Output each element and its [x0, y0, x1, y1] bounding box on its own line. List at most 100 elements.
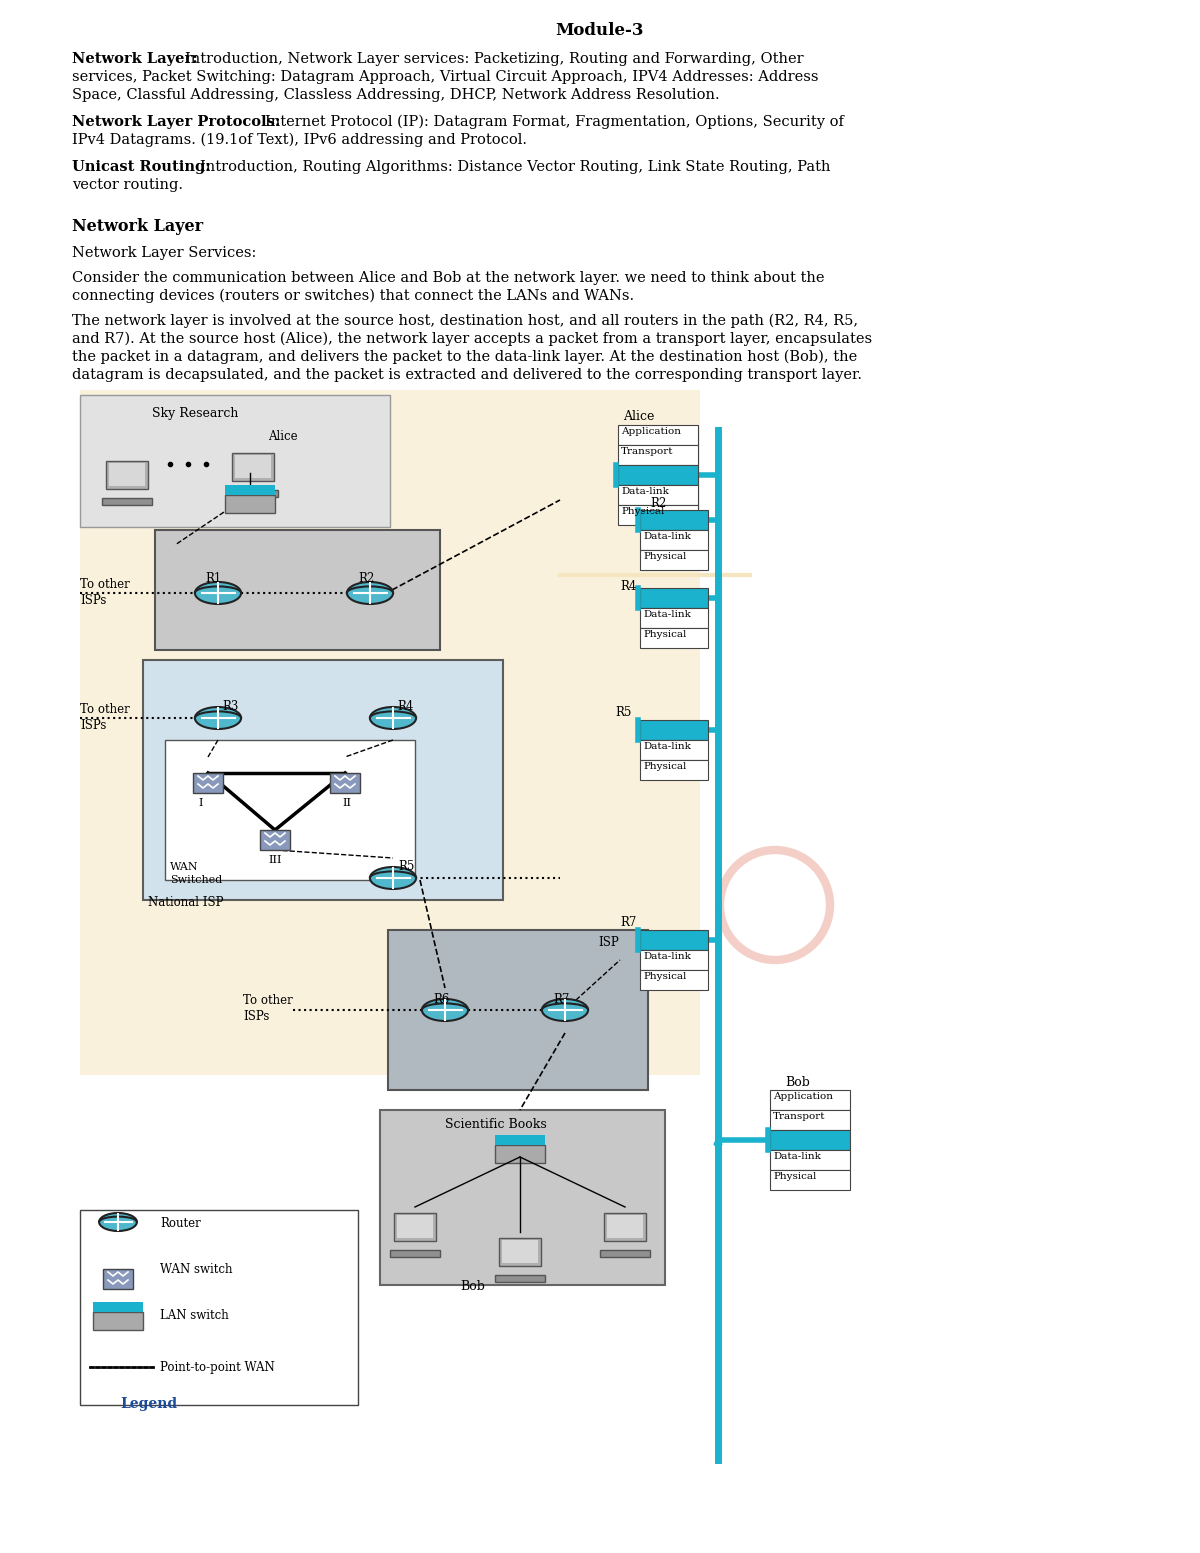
Text: Space, Classful Addressing, Classless Addressing, DHCP, Network Address Resoluti: Space, Classful Addressing, Classless Ad…: [72, 89, 720, 102]
Text: R5: R5: [398, 860, 414, 873]
FancyBboxPatch shape: [499, 1238, 541, 1266]
Text: IPv4 Datagrams. (19.1of Text), IPv6 addressing and Protocol.: IPv4 Datagrams. (19.1of Text), IPv6 addr…: [72, 134, 527, 148]
FancyBboxPatch shape: [607, 1214, 643, 1238]
FancyBboxPatch shape: [640, 530, 708, 550]
Text: II: II: [342, 798, 352, 808]
Text: Introduction, Network Layer services: Packetizing, Routing and Forwarding, Other: Introduction, Network Layer services: Pa…: [185, 51, 804, 65]
Text: Transport: Transport: [773, 1112, 826, 1121]
Text: and R7). At the source host (Alice), the network layer accepts a packet from a t: and R7). At the source host (Alice), the…: [72, 332, 872, 346]
Text: Consider the communication between Alice and Bob at the network layer. we need t: Consider the communication between Alice…: [72, 272, 824, 286]
Text: Application: Application: [773, 1092, 833, 1101]
FancyBboxPatch shape: [143, 660, 503, 901]
Text: Data-link: Data-link: [773, 1152, 821, 1162]
Text: Unicast Routing:: Unicast Routing:: [72, 160, 211, 174]
FancyBboxPatch shape: [770, 1110, 850, 1131]
Text: To other: To other: [80, 578, 130, 592]
Text: ISP: ISP: [598, 936, 619, 949]
Text: Data-link: Data-link: [643, 952, 691, 961]
Text: R6: R6: [433, 992, 449, 1006]
Text: Internet Protocol (IP): Datagram Format, Fragmentation, Options, Security of: Internet Protocol (IP): Datagram Format,…: [265, 115, 844, 129]
FancyBboxPatch shape: [380, 1110, 665, 1284]
Text: To other: To other: [242, 994, 293, 1006]
FancyBboxPatch shape: [228, 491, 278, 497]
FancyBboxPatch shape: [640, 627, 708, 648]
FancyBboxPatch shape: [394, 1213, 436, 1241]
Text: R4: R4: [397, 700, 413, 713]
Text: Network Layer Protocols:: Network Layer Protocols:: [72, 115, 281, 129]
FancyBboxPatch shape: [640, 550, 708, 570]
Text: Bob: Bob: [785, 1076, 810, 1089]
Ellipse shape: [347, 582, 394, 604]
Text: ISPs: ISPs: [80, 719, 107, 731]
Text: R4: R4: [620, 579, 636, 593]
FancyBboxPatch shape: [640, 930, 708, 950]
FancyBboxPatch shape: [640, 971, 708, 989]
FancyBboxPatch shape: [106, 461, 148, 489]
FancyBboxPatch shape: [80, 1210, 358, 1405]
Text: Network Layer: Network Layer: [72, 217, 203, 235]
FancyBboxPatch shape: [770, 1169, 850, 1190]
Text: Data-link: Data-link: [643, 610, 691, 620]
Text: services, Packet Switching: Datagram Approach, Virtual Circuit Approach, IPV4 Ad: services, Packet Switching: Datagram App…: [72, 70, 818, 84]
FancyBboxPatch shape: [388, 930, 648, 1090]
Text: R7: R7: [553, 992, 569, 1006]
FancyBboxPatch shape: [496, 1135, 545, 1145]
Text: Switched: Switched: [170, 874, 222, 885]
Ellipse shape: [370, 707, 416, 728]
Text: Application: Application: [622, 427, 682, 436]
Text: R5: R5: [616, 707, 631, 719]
FancyBboxPatch shape: [193, 773, 223, 794]
FancyBboxPatch shape: [109, 463, 145, 486]
Text: Legend: Legend: [120, 1398, 178, 1412]
FancyBboxPatch shape: [166, 739, 415, 881]
FancyBboxPatch shape: [260, 829, 290, 849]
FancyBboxPatch shape: [770, 1151, 850, 1169]
Ellipse shape: [100, 1213, 137, 1232]
FancyBboxPatch shape: [502, 1239, 538, 1263]
Text: WAN switch: WAN switch: [160, 1263, 233, 1277]
FancyBboxPatch shape: [226, 485, 275, 495]
Text: Physical: Physical: [773, 1173, 816, 1180]
FancyBboxPatch shape: [618, 505, 698, 525]
Text: ISPs: ISPs: [242, 1009, 269, 1023]
FancyBboxPatch shape: [770, 1131, 850, 1151]
FancyBboxPatch shape: [640, 950, 708, 971]
Text: Physical: Physical: [643, 631, 686, 638]
FancyBboxPatch shape: [102, 499, 152, 505]
Text: Alice: Alice: [268, 430, 298, 443]
Text: Module-3: Module-3: [556, 22, 644, 39]
FancyBboxPatch shape: [80, 394, 390, 526]
Text: connecting devices (routers or switches) that connect the LANs and WANs.: connecting devices (routers or switches)…: [72, 289, 634, 303]
Text: Physical: Physical: [643, 972, 686, 981]
Ellipse shape: [194, 582, 241, 604]
Text: Data-link: Data-link: [622, 488, 668, 495]
FancyBboxPatch shape: [618, 485, 698, 505]
FancyBboxPatch shape: [618, 426, 698, 446]
Text: Data-link: Data-link: [643, 533, 691, 540]
Text: R7: R7: [620, 916, 636, 929]
Text: R2: R2: [650, 497, 666, 509]
Text: To other: To other: [80, 704, 130, 716]
Text: Bob: Bob: [460, 1280, 485, 1294]
Text: National ISP: National ISP: [148, 896, 223, 909]
Text: LAN switch: LAN switch: [160, 1309, 229, 1322]
Text: ISPs: ISPs: [80, 593, 107, 607]
FancyBboxPatch shape: [496, 1145, 545, 1163]
Text: Network: Network: [643, 722, 689, 731]
Text: Transport: Transport: [622, 447, 673, 457]
FancyBboxPatch shape: [80, 390, 700, 1075]
FancyBboxPatch shape: [155, 530, 440, 651]
Text: Physical: Physical: [643, 763, 686, 770]
FancyBboxPatch shape: [770, 1090, 850, 1110]
Text: Network: Network: [643, 932, 689, 941]
Text: I: I: [198, 798, 203, 808]
Text: Alice: Alice: [623, 410, 654, 422]
Text: WAN: WAN: [170, 862, 199, 871]
Ellipse shape: [194, 707, 241, 728]
Text: Network: Network: [773, 1132, 818, 1141]
FancyBboxPatch shape: [640, 759, 708, 780]
Text: R2: R2: [358, 572, 374, 585]
FancyBboxPatch shape: [640, 589, 708, 609]
Text: Scientific Books: Scientific Books: [445, 1118, 547, 1131]
Text: III: III: [268, 856, 282, 865]
